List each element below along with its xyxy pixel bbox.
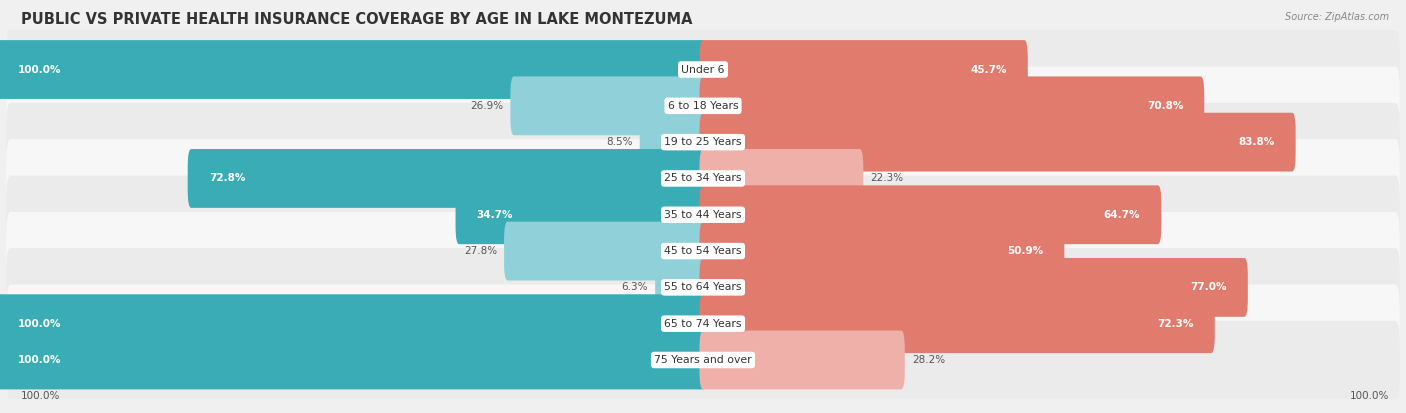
FancyBboxPatch shape: [7, 248, 1400, 327]
Text: 75 Years and over: 75 Years and over: [654, 355, 752, 365]
FancyBboxPatch shape: [7, 103, 1400, 181]
Text: 6 to 18 Years: 6 to 18 Years: [668, 101, 738, 111]
FancyBboxPatch shape: [700, 149, 863, 208]
FancyBboxPatch shape: [510, 76, 707, 135]
Text: 65 to 74 Years: 65 to 74 Years: [664, 319, 742, 329]
FancyBboxPatch shape: [655, 258, 707, 317]
Text: 45 to 54 Years: 45 to 54 Years: [664, 246, 742, 256]
Text: 26.9%: 26.9%: [470, 101, 503, 111]
Text: Source: ZipAtlas.com: Source: ZipAtlas.com: [1285, 12, 1389, 22]
Text: 6.3%: 6.3%: [621, 282, 648, 292]
FancyBboxPatch shape: [700, 40, 1028, 99]
Text: 100.0%: 100.0%: [17, 64, 60, 74]
Text: 19 to 25 Years: 19 to 25 Years: [664, 137, 742, 147]
Text: 34.7%: 34.7%: [477, 210, 513, 220]
FancyBboxPatch shape: [7, 212, 1400, 290]
FancyBboxPatch shape: [0, 330, 707, 389]
Text: 28.2%: 28.2%: [911, 355, 945, 365]
Text: 72.3%: 72.3%: [1157, 319, 1194, 329]
FancyBboxPatch shape: [700, 294, 1215, 353]
Text: PUBLIC VS PRIVATE HEALTH INSURANCE COVERAGE BY AGE IN LAKE MONTEZUMA: PUBLIC VS PRIVATE HEALTH INSURANCE COVER…: [21, 12, 693, 27]
FancyBboxPatch shape: [7, 30, 1400, 109]
Text: 72.8%: 72.8%: [209, 173, 245, 183]
FancyBboxPatch shape: [7, 139, 1400, 218]
Text: 45.7%: 45.7%: [970, 64, 1007, 74]
Text: 55 to 64 Years: 55 to 64 Years: [664, 282, 742, 292]
Text: 100.0%: 100.0%: [21, 392, 60, 401]
Text: 77.0%: 77.0%: [1191, 282, 1227, 292]
FancyBboxPatch shape: [0, 294, 707, 353]
Text: 100.0%: 100.0%: [1350, 392, 1389, 401]
Text: 25 to 34 Years: 25 to 34 Years: [664, 173, 742, 183]
FancyBboxPatch shape: [188, 149, 707, 208]
Text: 100.0%: 100.0%: [17, 319, 60, 329]
FancyBboxPatch shape: [505, 222, 707, 280]
FancyBboxPatch shape: [7, 176, 1400, 254]
Text: 50.9%: 50.9%: [1007, 246, 1043, 256]
Text: Under 6: Under 6: [682, 64, 724, 74]
FancyBboxPatch shape: [640, 113, 707, 171]
FancyBboxPatch shape: [700, 222, 1064, 280]
FancyBboxPatch shape: [7, 66, 1400, 145]
FancyBboxPatch shape: [700, 76, 1204, 135]
FancyBboxPatch shape: [456, 185, 707, 244]
Text: 8.5%: 8.5%: [606, 137, 633, 147]
FancyBboxPatch shape: [7, 285, 1400, 363]
Text: 35 to 44 Years: 35 to 44 Years: [664, 210, 742, 220]
FancyBboxPatch shape: [700, 185, 1161, 244]
FancyBboxPatch shape: [0, 40, 707, 99]
FancyBboxPatch shape: [700, 258, 1249, 317]
Text: 22.3%: 22.3%: [870, 173, 904, 183]
Text: 100.0%: 100.0%: [17, 355, 60, 365]
FancyBboxPatch shape: [700, 330, 905, 389]
FancyBboxPatch shape: [7, 321, 1400, 399]
Text: 83.8%: 83.8%: [1239, 137, 1275, 147]
Text: 70.8%: 70.8%: [1147, 101, 1184, 111]
FancyBboxPatch shape: [700, 113, 1296, 171]
Text: 64.7%: 64.7%: [1104, 210, 1140, 220]
Text: 27.8%: 27.8%: [464, 246, 498, 256]
